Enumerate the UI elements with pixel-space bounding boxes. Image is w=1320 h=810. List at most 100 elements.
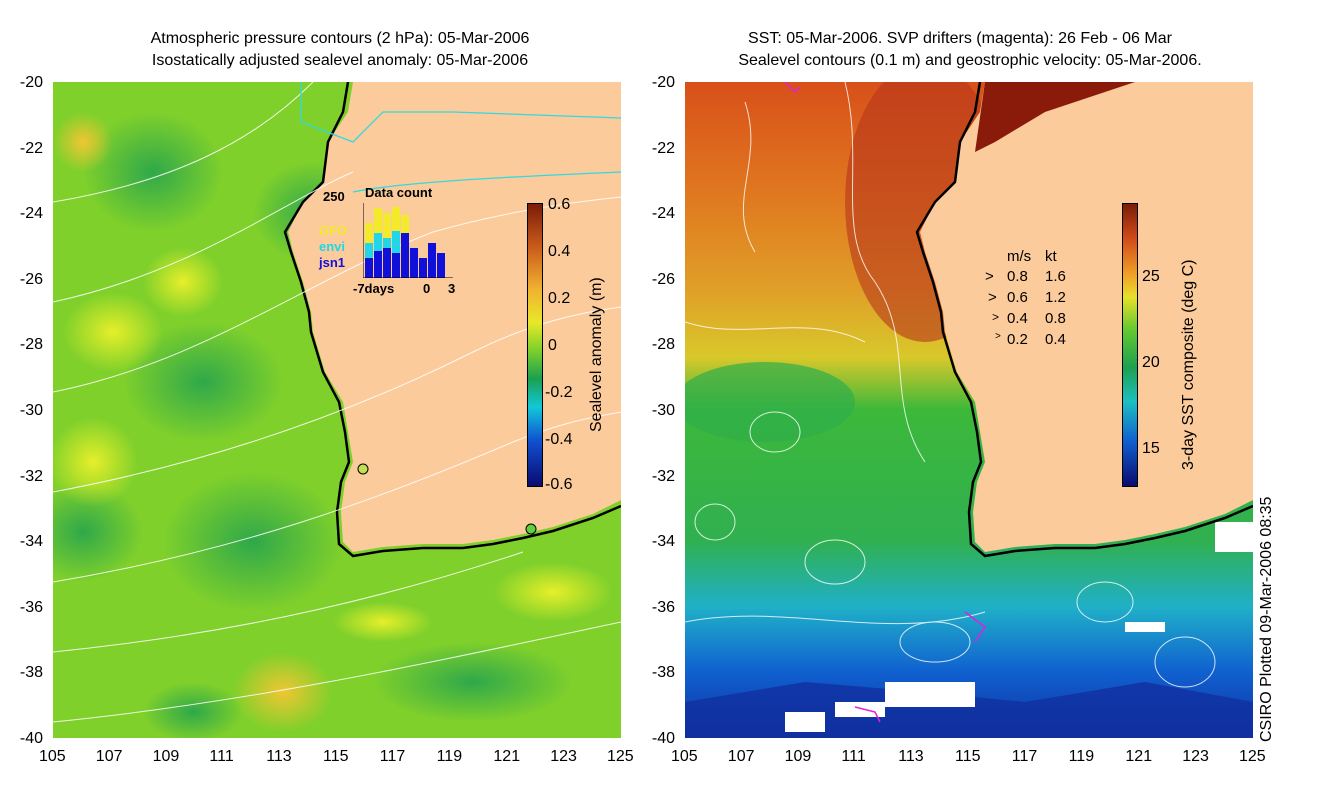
x-tick-label: 115 <box>323 748 349 765</box>
sst-map-svg <box>685 82 1253 738</box>
sl-tick-0: 0.6 <box>548 196 571 213</box>
legend-arrow-1: > <box>988 289 997 306</box>
y-tick-label: -40 <box>651 730 675 747</box>
sst-map[interactable] <box>685 82 1253 738</box>
sealevel-map-svg <box>53 82 621 738</box>
x-tick-label: 109 <box>152 748 180 765</box>
velocity-legend: m/s kt > 0.8 1.6 > 0.6 1.2 > 0.4 0.8 > 0… <box>985 248 1095 348</box>
legend-kt-2: 0.8 <box>1045 310 1066 327</box>
sl-tick-5: -0.4 <box>545 431 573 448</box>
x-tick-label: 105 <box>39 748 66 765</box>
station-marker-1 <box>357 463 369 475</box>
x-tick-label: 109 <box>784 748 812 765</box>
inset-x-mid: 0 <box>423 281 431 296</box>
sst-tick-2: 15 <box>1142 440 1160 457</box>
y-tick-label: -24 <box>19 205 43 223</box>
right-title-line1: SST: 05-Mar-2006. SVP drifters (magenta)… <box>748 30 1172 47</box>
inset-x-right: 3 <box>448 281 456 296</box>
legend-arrow-3: > <box>995 331 1001 342</box>
x-tick-label: 117 <box>1011 748 1038 765</box>
drifter-tracks <box>784 82 987 723</box>
y-tick-label: -30 <box>19 402 43 419</box>
y-tick-label: -30 <box>651 402 675 419</box>
x-tick-label: 111 <box>841 748 866 765</box>
x-tick-label: 113 <box>266 748 292 765</box>
x-tick-label: 105 <box>671 748 698 765</box>
x-tick-label: 107 <box>95 748 123 765</box>
sl-tick-1: 0.4 <box>548 243 571 260</box>
inset-bar-group <box>365 207 445 278</box>
inset-ymax: 250 <box>323 189 345 204</box>
x-tick-label: 121 <box>493 748 521 765</box>
legend-ms-2: 0.4 <box>1007 310 1028 327</box>
y-tick-label: -34 <box>651 533 675 551</box>
legend-ms-0: 0.8 <box>1007 268 1028 285</box>
legend-header-kt: kt <box>1045 248 1057 265</box>
y-tick-label: -28 <box>19 336 43 354</box>
x-tick-label: 111 <box>209 748 234 765</box>
x-tick-label: 113 <box>898 748 924 765</box>
legend-ms-3: 0.2 <box>1007 331 1028 348</box>
legend-kt-0: 1.6 <box>1045 268 1066 285</box>
x-tick-label: 123 <box>1182 748 1209 765</box>
sst-tick-0: 25 <box>1142 268 1160 285</box>
x-tick-label: 107 <box>727 748 755 765</box>
sst-tick-1: 20 <box>1142 354 1160 371</box>
y-tick-label: -22 <box>19 139 43 157</box>
x-tick-label: 119 <box>436 748 463 765</box>
x-tick-label: 117 <box>379 748 406 765</box>
x-tick-label: 119 <box>1068 748 1095 765</box>
pressure-contours <box>53 82 621 723</box>
land-pressure-contours <box>300 82 621 193</box>
station-marker-2 <box>525 523 537 535</box>
y-tick-label: -26 <box>19 270 43 288</box>
sl-tick-3: 0 <box>548 337 557 354</box>
y-tick-label: -32 <box>19 467 43 485</box>
sealevel-colorbar <box>527 203 543 487</box>
credit-text: CSIRO Plotted 09-Mar-2006 08:35 <box>1258 496 1275 742</box>
legend-header-ms: m/s <box>1007 248 1032 265</box>
inset-bars <box>363 203 453 278</box>
sealevel-contours <box>685 82 1216 688</box>
y-tick-label: -40 <box>19 730 43 747</box>
x-tick-label: 123 <box>550 748 577 765</box>
data-count-inset: Data count 250 GFO envi jsn1 -7days 0 3 <box>315 185 460 296</box>
x-tick-label: 115 <box>955 748 981 765</box>
y-tick-label: -36 <box>651 598 675 616</box>
left-title-line1: Atmospheric pressure contours (2 hPa): 0… <box>150 30 530 47</box>
y-tick-label: -20 <box>651 74 675 91</box>
inset-sat-envi: envi <box>319 239 346 254</box>
y-tick-label: -28 <box>651 336 675 354</box>
y-tick-label: -38 <box>19 664 43 682</box>
y-tick-label: -34 <box>19 533 43 551</box>
legend-ms-1: 0.6 <box>1007 289 1028 306</box>
sl-tick-4: -0.2 <box>545 384 573 401</box>
cloud-patches <box>785 522 1253 732</box>
sst-colorbar <box>1122 203 1138 487</box>
sealevel-colorbar-label: Sealevel anomaly (m) <box>588 277 605 432</box>
legend-arrow-0: > <box>985 268 994 285</box>
y-tick-label: -38 <box>651 664 675 682</box>
x-tick-label: 125 <box>1239 748 1266 765</box>
coastline-right <box>915 82 1253 558</box>
sealevel-anomaly-map[interactable] <box>53 82 621 738</box>
legend-kt-3: 0.4 <box>1045 331 1066 348</box>
x-tick-label: 125 <box>607 748 634 765</box>
inset-sat-gfo: GFO <box>319 223 348 238</box>
left-title-line2: Isostatically adjusted sealevel anomaly:… <box>151 52 529 69</box>
y-tick-label: -24 <box>651 205 675 223</box>
legend-kt-1: 1.2 <box>1045 289 1066 306</box>
inset-sat-jsn1: jsn1 <box>319 255 346 270</box>
inset-x-left: -7days <box>353 281 395 296</box>
right-title-line2: Sealevel contours (0.1 m) and geostrophi… <box>738 52 1202 69</box>
y-tick-label: -26 <box>651 270 675 288</box>
legend-arrow-2: > <box>992 310 1000 324</box>
y-tick-label: -22 <box>651 139 675 157</box>
y-tick-label: -32 <box>651 467 675 485</box>
sl-tick-6: -0.6 <box>545 476 573 493</box>
y-tick-label: -20 <box>19 74 43 91</box>
inset-title: Data count <box>365 185 433 200</box>
australia-land-right <box>920 82 1253 552</box>
coastline <box>283 82 621 558</box>
sl-tick-2: 0.2 <box>548 290 571 307</box>
